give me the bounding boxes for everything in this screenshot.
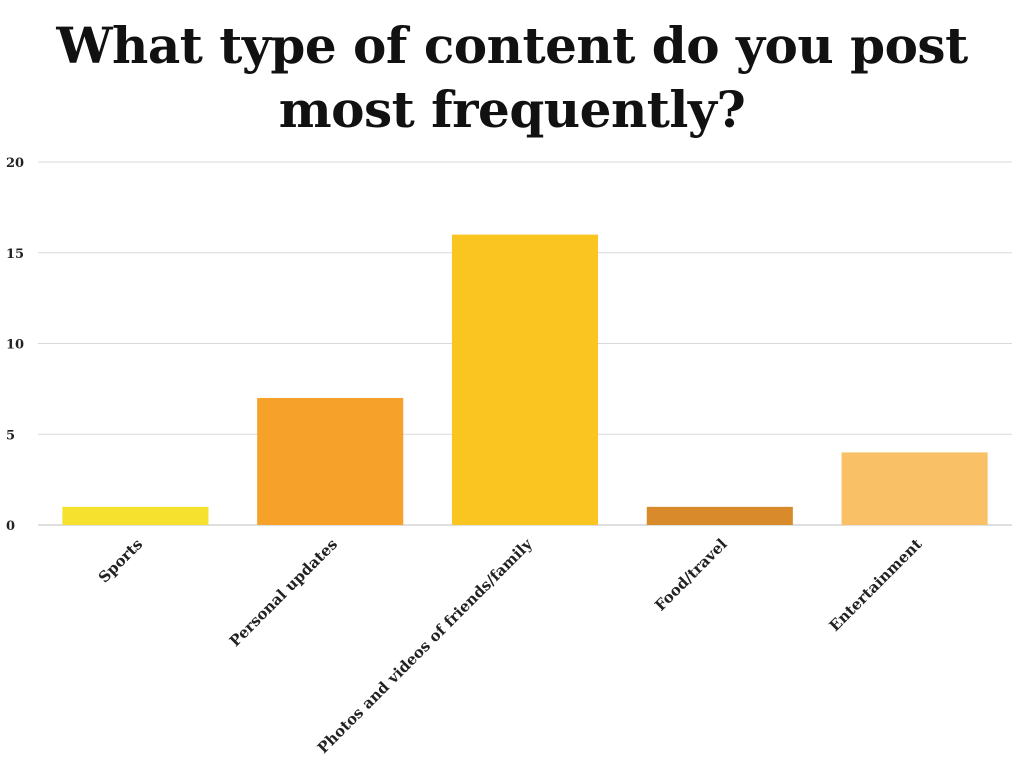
bar <box>62 506 209 525</box>
y-tick-label: 0 <box>6 519 15 534</box>
x-category-label: Sports <box>95 535 146 586</box>
bar <box>841 452 988 525</box>
y-tick-label: 15 <box>6 247 24 262</box>
bar <box>451 234 599 525</box>
y-tick-label: 20 <box>6 156 24 171</box>
bar <box>646 506 793 525</box>
y-tick-label: 5 <box>6 428 15 443</box>
y-tick-label: 10 <box>6 338 24 353</box>
bars <box>62 234 988 525</box>
x-category-label: Food/travel <box>651 535 731 615</box>
chart-title: What type of content do you post most fr… <box>56 16 968 139</box>
bar <box>257 397 404 525</box>
x-category-label: Entertainment <box>826 535 926 635</box>
x-category-label: Personal updates <box>226 535 341 650</box>
x-category-label: Photos and videos of friends/family <box>314 534 537 757</box>
y-axis-ticks: 0 5 10 15 20 <box>6 156 24 534</box>
